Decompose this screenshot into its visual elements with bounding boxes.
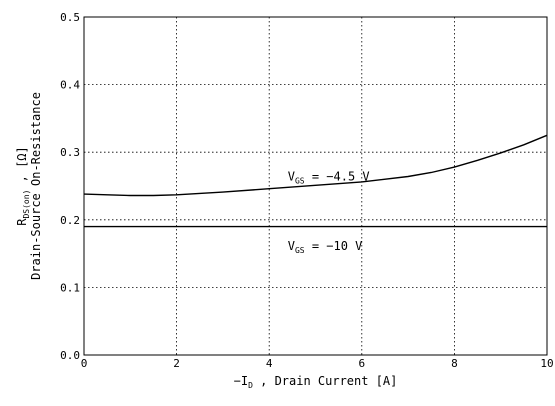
- series-labels: VGS = −4.5 V VGS = −10 V: [288, 170, 370, 256]
- series-label-1: VGS = −10 V: [288, 239, 363, 255]
- y-tick-label: 0.0: [60, 349, 80, 362]
- x-tick-labels: 0 2 4 6 8 10: [81, 357, 554, 370]
- y-axis-label: RDS(on) , [Ω] Drain-Source On-Resistance: [15, 92, 43, 280]
- x-tick-label: 10: [540, 357, 553, 370]
- y-axis-label-line2: Drain-Source On-Resistance: [29, 92, 43, 280]
- y-tick-label: 0.5: [60, 11, 80, 24]
- y-tick-labels: 0.0 0.1 0.2 0.3 0.4 0.5: [60, 11, 80, 362]
- x-axis-label: −ID , Drain Current [A]: [234, 374, 398, 390]
- y-tick-label: 0.3: [60, 146, 80, 159]
- plot-frame: [83, 16, 548, 356]
- x-tick-label: 6: [358, 357, 365, 370]
- x-tick-label: 8: [451, 357, 458, 370]
- y-axis-label-line1: RDS(on) , [Ω]: [15, 146, 31, 226]
- series-label-0: VGS = −4.5 V: [288, 170, 370, 186]
- grid-lines: [84, 17, 547, 355]
- series-lines: [83, 134, 548, 228]
- x-tick-label: 0: [81, 357, 88, 370]
- y-tick-label: 0.1: [60, 281, 80, 294]
- y-tick-label: 0.2: [60, 214, 80, 227]
- y-tick-label: 0.4: [60, 79, 80, 92]
- x-tick-label: 4: [266, 357, 273, 370]
- series-line-0: [83, 134, 548, 197]
- x-tick-label: 2: [173, 357, 180, 370]
